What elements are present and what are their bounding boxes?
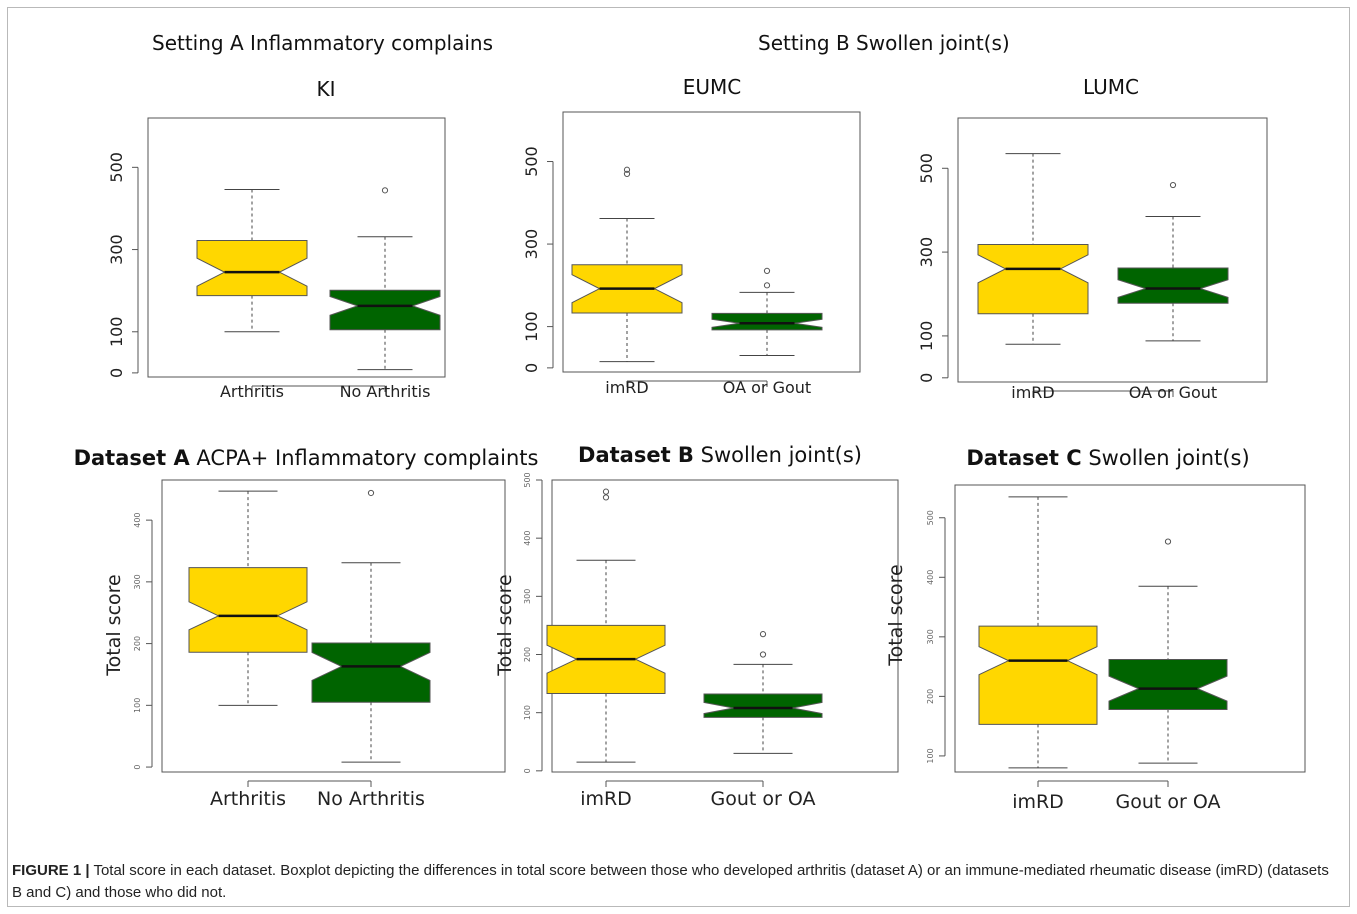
setting-b-header: Setting B Swollen joint(s) — [758, 31, 1010, 55]
y-tick-label: 0 — [133, 765, 142, 770]
y-tick-label: 100 — [107, 317, 126, 348]
box-body — [977, 244, 1089, 315]
y-axis-label: Total score — [494, 574, 516, 676]
plot-frame — [161, 479, 506, 773]
y-tick-label: 300 — [522, 229, 541, 260]
outlier-point — [623, 166, 631, 173]
y-tick-label: 0 — [522, 363, 541, 373]
setting-a-header: Setting A Inflammatory complains — [152, 31, 494, 55]
outlier-point — [602, 488, 610, 495]
outlier-point — [623, 170, 631, 178]
caption-text: Total score in each dataset. Boxplot dep… — [12, 862, 1329, 901]
plot-frame — [562, 111, 861, 373]
y-tick-label: 500 — [917, 153, 936, 184]
y-tick-label: 500 — [926, 510, 935, 525]
y-tick-label: 200 — [523, 647, 532, 662]
y-tick-label: 100 — [133, 698, 142, 713]
y-tick-label: 0 — [917, 373, 936, 383]
outlier-point — [381, 187, 389, 194]
y-tick-label: 300 — [107, 234, 126, 265]
y-tick-label: 100 — [917, 321, 936, 352]
y-tick-label: 300 — [917, 237, 936, 268]
box-body — [196, 240, 308, 297]
plot-frame — [954, 484, 1306, 773]
box-body — [711, 312, 823, 331]
y-tick-label: 500 — [107, 152, 126, 183]
y-tick-label: 300 — [926, 629, 935, 644]
outlier-point — [367, 489, 375, 497]
plot-frame — [957, 117, 1268, 383]
x-tick-label: No Arthritis — [340, 382, 431, 401]
figure-label: FIGURE 1 | — [12, 862, 90, 879]
x-tick-label: OA or Gout — [1129, 383, 1217, 402]
outlier-point — [759, 631, 767, 638]
figure-frame — [7, 7, 1350, 907]
chart-dataset-a: 0 100 200 300 400 Arthritis No Arthritis Total … — [103, 479, 506, 810]
box-body — [703, 693, 823, 718]
y-tick-label: 500 — [523, 472, 532, 487]
y-tick-label: 300 — [523, 589, 532, 604]
y-tick-label: 0 — [107, 368, 126, 378]
y-tick-label: 500 — [522, 146, 541, 177]
x-tick-label: imRD — [580, 788, 632, 810]
x-tick-label: No Arthritis — [317, 788, 425, 810]
y-axis-label: Total score — [103, 574, 125, 676]
figure-caption: FIGURE 1 | Total score in each dataset. … — [12, 860, 1332, 904]
chart-eumc: 0 100 300 500 imRD OA or Gout — [522, 111, 861, 397]
plot-frame — [147, 117, 446, 378]
outlier-point — [602, 494, 610, 501]
outlier-point — [759, 651, 767, 658]
chart-dataset-b: 0 100 200 300 400 500 imRD Gout or OA Total scor… — [494, 472, 899, 810]
x-tick-label: imRD — [1012, 791, 1064, 813]
y-tick-label: 200 — [133, 636, 142, 651]
y-tick-label: 100 — [522, 311, 541, 342]
outlier-point — [763, 267, 771, 274]
chart-dataset-c: 100 200 300 400 500 imRD Gout or OA Total score — [885, 484, 1306, 813]
y-tick-label: 100 — [926, 748, 935, 763]
panel-title-lumc: LUMC — [1082, 75, 1140, 99]
box-body — [1108, 658, 1228, 710]
y-tick-label: 400 — [523, 531, 532, 546]
x-tick-label: Gout or OA — [711, 788, 816, 810]
y-tick-label: 300 — [133, 574, 142, 589]
y-tick-label: 0 — [523, 768, 532, 773]
panel-title-dataset-c: Dataset C Swollen joint(s) — [966, 446, 1250, 470]
outlier-point — [1169, 181, 1177, 189]
y-tick-label: 200 — [926, 689, 935, 704]
outlier-point — [1164, 538, 1172, 545]
box-body — [188, 567, 308, 653]
y-tick-label: 100 — [523, 705, 532, 720]
outlier-point — [763, 282, 771, 289]
x-tick-label: imRD — [1011, 383, 1054, 402]
panel-title-dataset-a: Dataset A ACPA+ Inflammatory complaints — [73, 446, 539, 470]
panel-title-eumc: EUMC — [682, 75, 742, 99]
panel-title-ki: KI — [316, 77, 336, 101]
y-tick-label: 400 — [926, 570, 935, 585]
box-body — [329, 289, 441, 331]
box-body — [1117, 267, 1229, 304]
box-body — [978, 625, 1098, 725]
x-tick-label: OA or Gout — [723, 378, 811, 397]
y-axis-label: Total score — [885, 564, 907, 666]
x-tick-label: imRD — [605, 378, 648, 397]
x-tick-label: Arthritis — [210, 788, 286, 810]
x-tick-label: Arthritis — [220, 382, 284, 401]
box-body — [311, 642, 431, 703]
panel-title-dataset-b: Dataset B Swollen joint(s) — [578, 443, 862, 467]
chart-lumc: 0 100 300 500 imRD OA or Gout — [917, 117, 1268, 402]
y-tick-label: 400 — [133, 512, 142, 527]
chart-ki: 0 100 300 500 Arthritis No Arthritis — [107, 117, 446, 401]
x-tick-label: Gout or OA — [1116, 791, 1221, 813]
